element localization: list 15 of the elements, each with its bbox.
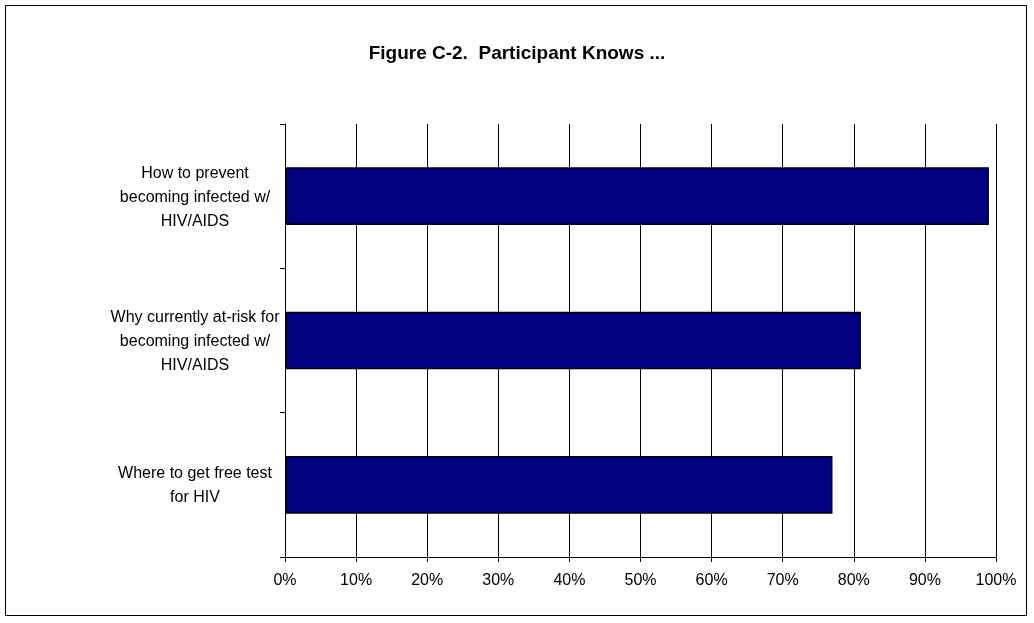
x-tick-label: 50% [624,570,657,588]
y-tick-label: How to prevent becoming infected w/ HIV/AIDS [119,163,271,229]
x-tick-label: 20% [411,570,444,588]
x-tick-label: 40% [553,570,586,588]
x-tick-label: 0% [273,570,297,588]
x-tick-label: 30% [482,570,515,588]
y-tick-label: Where to get free test for HIV [118,464,273,506]
x-tick-label: 90% [908,570,941,588]
x-tick-label: 70% [766,570,799,588]
x-tick-label: 10% [340,570,373,588]
x-tick-label: 80% [837,570,870,588]
x-tick-label: 60% [695,570,728,588]
chart-title: Figure C-2. Participant Knows ... [368,42,666,63]
y-tick-label: Why currently at-risk for becoming infected w/ HIV/AIDS [110,308,281,373]
x-tick-label: 100% [975,570,1017,588]
